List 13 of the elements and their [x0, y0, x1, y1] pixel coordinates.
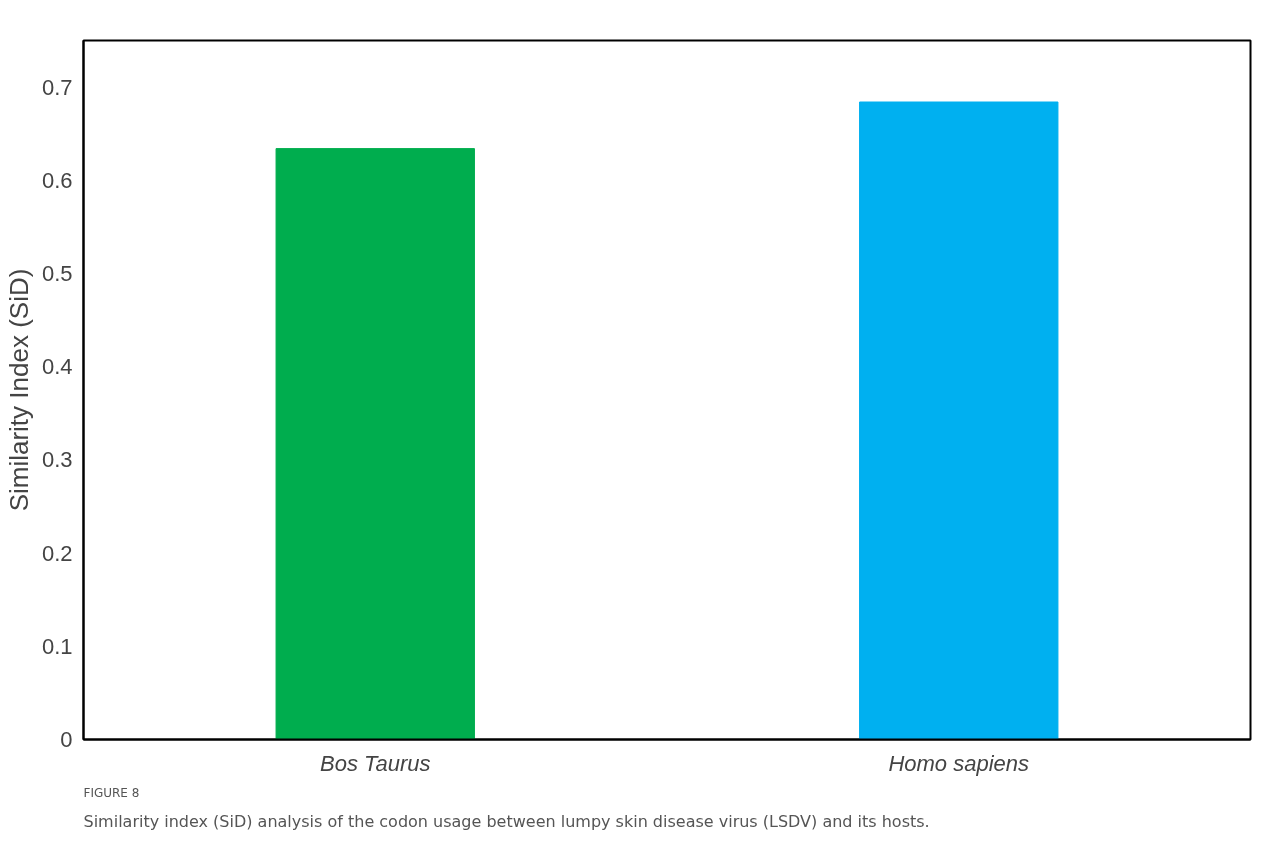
- y-tick-label: 0.2: [41, 540, 73, 566]
- caption: FIGURE 8: [83, 785, 140, 800]
- x-tick-label: Bos Taurus: [320, 750, 431, 776]
- text: Similarity index (SiD) analysis of the codon usage between lumpy skin disease virus (LSDV) and its hosts.: [83, 811, 930, 831]
- y-tick-label: 0.1: [41, 633, 73, 659]
- x-tick-label: Homo sapiens: [888, 750, 1030, 776]
- y-tick-label: 0.7: [41, 74, 73, 100]
- y-tick-label: 0.3: [41, 447, 73, 473]
- y-axis-title: Similarity Index (SiD): [3, 268, 34, 512]
- y-tick-label: 0.4: [41, 354, 73, 380]
- y-tick-label: 0.5: [41, 261, 73, 286]
- y-tick-label: 0.6: [41, 167, 73, 193]
- y-tick-label: 0: [60, 727, 73, 752]
